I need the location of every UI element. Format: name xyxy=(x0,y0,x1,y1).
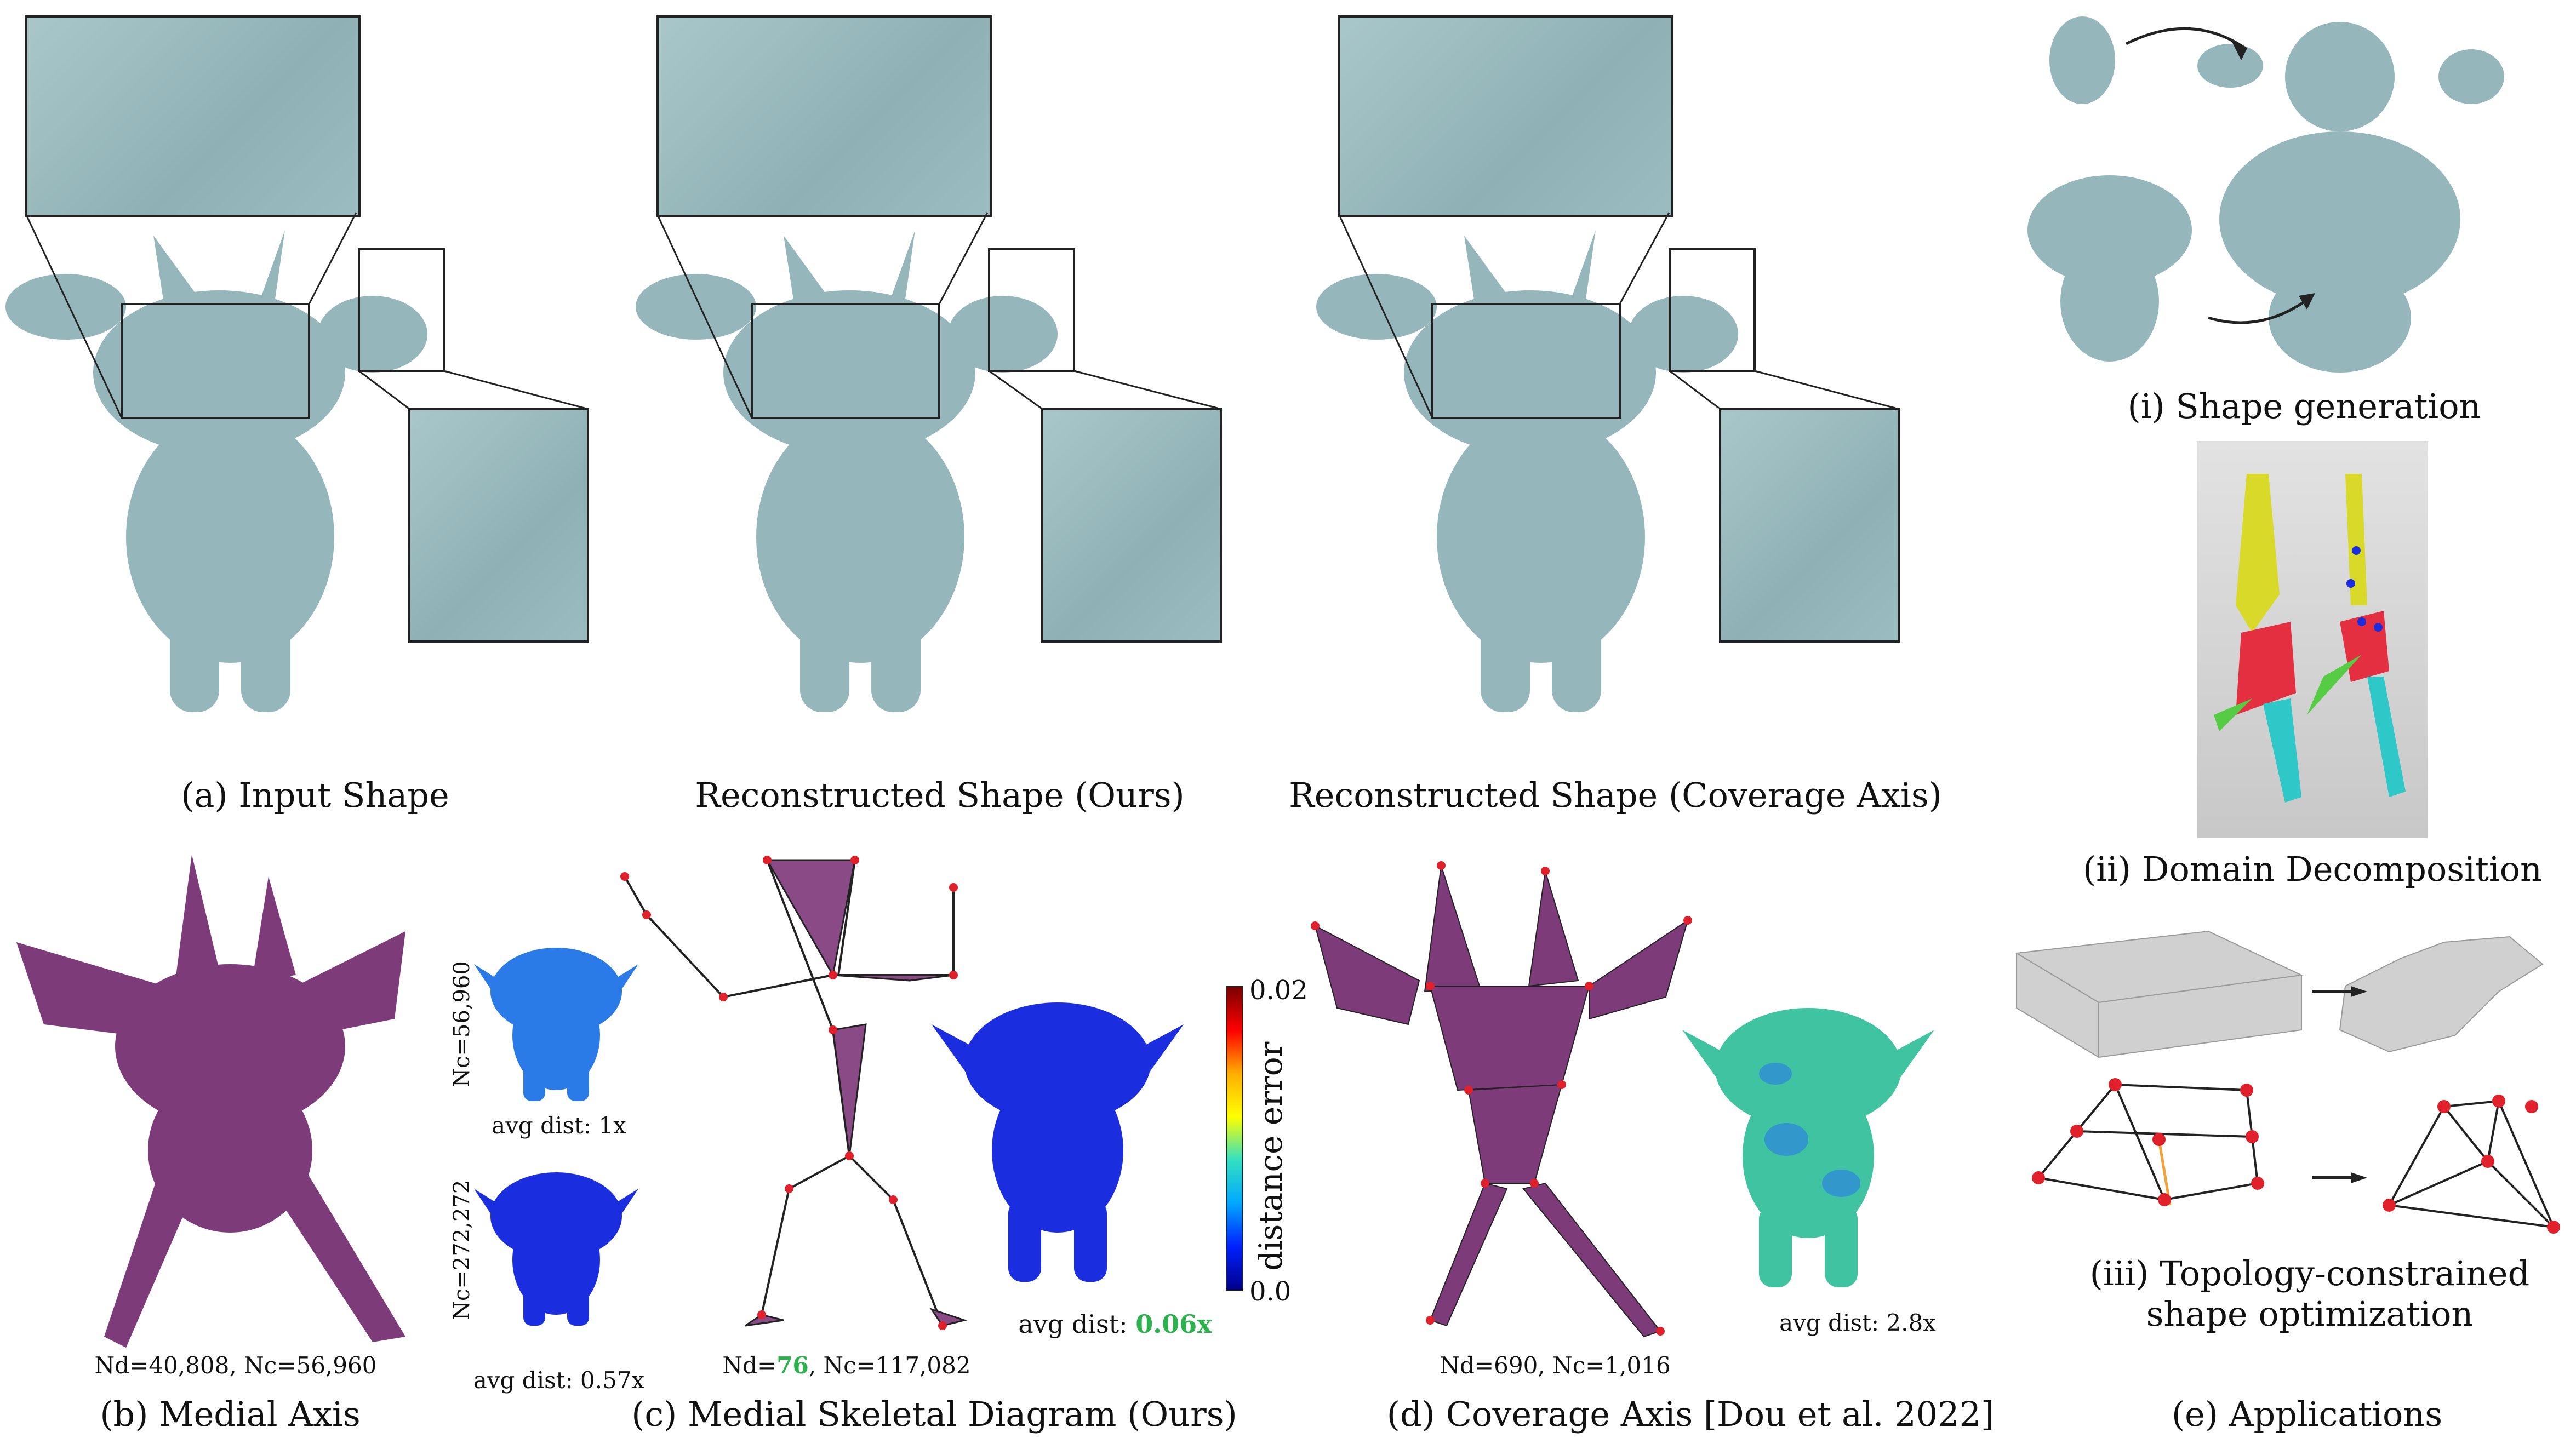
coverage-hand-zoom-inset xyxy=(1719,408,1900,643)
coverage-stats: Nd=690, Nc=1,016 xyxy=(1440,1352,1671,1379)
coverage-avg-dist: avg dist: 2.8x xyxy=(1779,1309,1936,1336)
colorbar xyxy=(1226,986,1243,1291)
colorbar-max-label: 0.02 xyxy=(1249,975,1308,1006)
medial-axis-lower-dist: avg dist: 0.57x xyxy=(473,1367,645,1394)
topology-optimization-figure xyxy=(2014,930,2560,1234)
colorbar-axis-label: distance error xyxy=(1252,1041,1289,1271)
applications-caption: (e) Applications xyxy=(2171,1394,2443,1434)
skeletal-diagram-figure xyxy=(620,856,968,1330)
reconstructed-ours-caption: Reconstructed Shape (Ours) xyxy=(695,775,1185,815)
medial-axis-stats: Nd=40,808, Nc=56,960 xyxy=(94,1352,377,1379)
reconstructed-coverage-caption: Reconstructed Shape (Coverage Axis) xyxy=(1289,775,1942,815)
medial-axis-error-upper xyxy=(474,948,638,1101)
coverage-axis-figure xyxy=(1311,861,1692,1338)
skeletal-stats-nd: 76 xyxy=(776,1352,809,1379)
shape-generation-figure xyxy=(2027,16,2504,373)
medial-axis-error-lower xyxy=(474,1172,638,1326)
skeletal-stats: Nd=76, Nc=117,082 xyxy=(722,1352,970,1379)
input-shape-figure xyxy=(5,212,585,712)
topology-caption-line1: (iii) Topology-constrained xyxy=(2089,1253,2530,1293)
input-shape-caption: (a) Input Shape xyxy=(181,775,449,815)
coverage-error-render xyxy=(1682,1008,1934,1287)
domain-decomposition-caption: (ii) Domain Decomposition xyxy=(2083,849,2542,889)
ours-hand-zoom-inset xyxy=(1041,408,1222,643)
reconstructed-coverage-figure xyxy=(1316,212,1896,712)
coverage-face-zoom-inset xyxy=(1338,15,1673,217)
ours-face-zoom-inset xyxy=(656,15,992,217)
colorbar-min-label: 0.0 xyxy=(1249,1276,1292,1307)
coverage-axis-caption: (d) Coverage Axis [Dou et al. 2022] xyxy=(1386,1394,1995,1434)
input-hand-zoom-inset xyxy=(408,408,589,643)
medial-axis-figure xyxy=(16,855,405,1348)
reconstructed-ours-figure xyxy=(636,212,1218,712)
shape-generation-caption: (i) Shape generation xyxy=(2127,386,2481,426)
skeletal-diagram-caption: (c) Medial Skeletal Diagram (Ours) xyxy=(631,1394,1237,1434)
skeletal-error-render xyxy=(932,1002,1184,1282)
topology-caption-line2: shape optimization xyxy=(2146,1294,2474,1334)
domain-decomposition-figure xyxy=(2214,474,2406,803)
input-face-zoom-inset xyxy=(25,15,361,217)
skeletal-avg-dist-value: 0.06x xyxy=(1135,1309,1212,1339)
medial-axis-upper-nc: Nc=56,960 xyxy=(449,961,475,1087)
skeletal-avg-dist-prefix: avg dist: xyxy=(1018,1309,1136,1339)
medial-axis-caption: (b) Medial Axis xyxy=(100,1394,361,1434)
medial-axis-upper-dist: avg dist: 1x xyxy=(492,1112,626,1139)
skeletal-stats-prefix: Nd= xyxy=(722,1352,777,1379)
skeletal-avg-dist: avg dist: 0.06x xyxy=(1018,1309,1212,1339)
skeletal-stats-suffix: , Nc=117,082 xyxy=(808,1352,971,1379)
medial-axis-lower-nc: Nc=272,272 xyxy=(449,1179,475,1320)
